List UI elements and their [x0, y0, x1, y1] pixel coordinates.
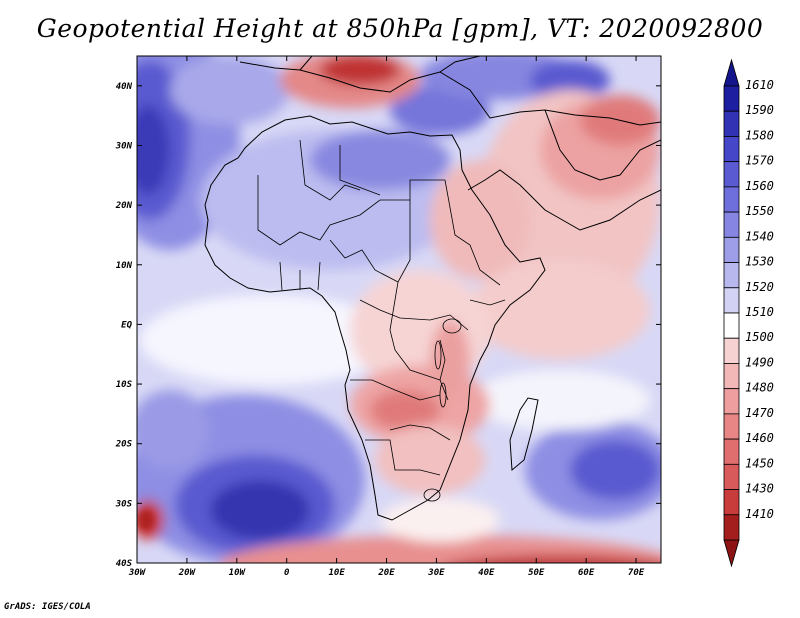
lon-label: 40E	[478, 568, 495, 578]
colorbar-swatch	[723, 438, 740, 465]
colorbar-label: 1490	[745, 355, 774, 369]
height-field	[137, 56, 661, 563]
lat-label: 40N	[116, 82, 133, 92]
colorbar-swatch	[723, 363, 740, 390]
lon-label: 30E	[427, 568, 445, 578]
colorbar-label: 1560	[745, 179, 774, 193]
colorbar-label: 1610	[745, 78, 774, 92]
lon-label: 30W	[128, 568, 147, 578]
lon-label: 0	[284, 568, 290, 578]
colorbar-label: 1510	[745, 305, 774, 319]
colorbar-swatch	[723, 236, 740, 263]
colorbar-label: 1500	[745, 330, 774, 344]
colorbar-swatch	[723, 262, 740, 289]
lat-label: EQ	[121, 320, 132, 330]
lon-label: 10E	[328, 568, 345, 578]
lon-label: 10W	[229, 568, 247, 578]
colorbar-swatch	[723, 110, 740, 137]
colorbar-swatch	[723, 136, 740, 163]
colorbar-label: 1480	[745, 381, 774, 395]
colorbar-label: 1410	[745, 507, 774, 521]
lon-label: 70E	[628, 568, 645, 578]
colorbar-swatch	[723, 514, 740, 541]
colorbar-swatch	[723, 312, 740, 339]
country-borders	[257, 139, 506, 476]
colorbar-swatch	[723, 211, 740, 238]
colorbar-swatch	[723, 85, 740, 112]
colorbar: 1610 1590 1580 1570 1560 1550 1540 1530 1520 1510…	[723, 58, 774, 568]
colorbar-swatch	[723, 287, 740, 314]
lat-label: 10S	[116, 380, 133, 390]
colorbar-label: 1590	[745, 103, 774, 117]
lat-label: 10N	[116, 261, 133, 271]
lat-label: 40S	[116, 559, 133, 569]
colorbar-swatch	[723, 161, 740, 188]
colorbar-label: 1460	[745, 431, 774, 445]
lon-label: 20E	[377, 568, 395, 578]
lat-label: 30N	[115, 141, 133, 151]
colorbar-label: 1550	[745, 204, 774, 218]
colorbar-swatch	[723, 413, 740, 440]
lakes	[423, 318, 462, 502]
chart-title: Geopotential Height at 850hPa [gpm], VT:…	[36, 14, 764, 43]
colorbar-swatch	[723, 489, 740, 516]
colorbar-swatch	[723, 186, 740, 213]
colorbar-swatch	[723, 463, 740, 490]
lat-label: 20N	[115, 201, 133, 211]
lat-label: 20S	[115, 440, 133, 450]
coastlines	[204, 56, 661, 521]
colorbar-bottom-arrow	[723, 539, 740, 568]
colorbar-label: 1540	[745, 229, 774, 243]
colorbar-top-arrow	[723, 58, 740, 87]
colorbar-label: 1570	[745, 154, 774, 168]
grads-credit: GrADS: IGES/COLA	[4, 602, 91, 612]
colorbar-label: 1520	[745, 280, 774, 294]
lon-label: 50E	[528, 568, 545, 578]
colorbar-label: 1580	[745, 128, 774, 142]
lat-label: 30S	[115, 499, 133, 509]
colorbar-label: 1530	[745, 255, 774, 269]
colorbar-label: 1430	[745, 482, 774, 496]
colorbar-label: 1450	[745, 456, 774, 470]
colorbar-swatch	[723, 337, 740, 364]
map-frame	[136, 55, 662, 564]
lon-label: 60E	[578, 568, 595, 578]
colorbar-swatch	[723, 388, 740, 415]
lon-label: 20W	[178, 568, 197, 578]
colorbar-label: 1470	[745, 406, 774, 420]
